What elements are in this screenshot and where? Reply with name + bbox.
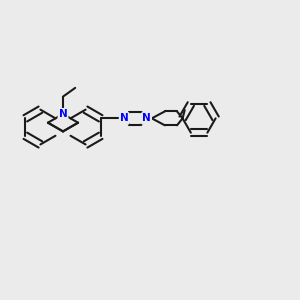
Text: N: N (142, 113, 151, 123)
Text: N: N (59, 109, 67, 119)
Text: N: N (58, 109, 68, 119)
Text: N: N (120, 113, 128, 123)
Text: N: N (142, 113, 151, 123)
Text: N: N (120, 113, 128, 123)
